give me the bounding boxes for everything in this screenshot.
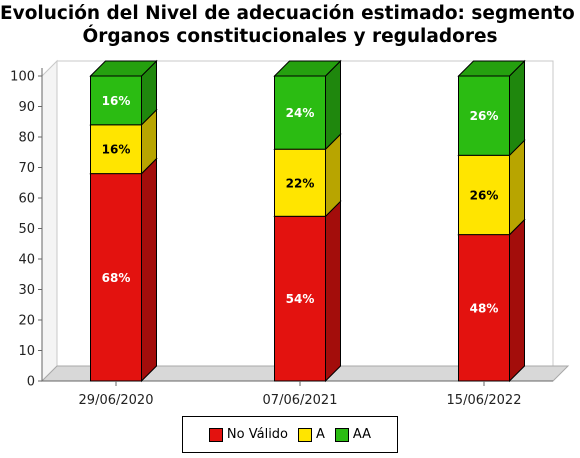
bar-data-label: 48% xyxy=(470,301,499,315)
bar-data-label: 68% xyxy=(102,271,131,285)
bar-segment xyxy=(90,124,142,175)
chart-legend: No Válido A AA xyxy=(182,416,398,453)
chart-title: Evolución del Nivel de adecuación estima… xyxy=(0,2,580,48)
bar-segment xyxy=(274,215,326,382)
bar-data-label: 26% xyxy=(470,109,499,123)
y-tick-label: 20 xyxy=(18,314,35,329)
chart-title-line-1: Evolución del Nivel de adecuación estima… xyxy=(0,3,580,24)
bar-segment xyxy=(274,75,326,150)
legend-swatch-a xyxy=(298,427,313,442)
legend-item-no-valido: No Válido xyxy=(208,427,289,442)
bar-data-label: 24% xyxy=(286,106,315,120)
y-tick-label: 70 xyxy=(18,161,35,176)
bar-segment-side xyxy=(509,139,525,236)
legend-swatch-aa xyxy=(334,427,349,442)
bar-segment xyxy=(90,75,142,126)
bar-segment-side xyxy=(325,200,341,383)
bar-segment xyxy=(458,154,510,236)
y-tick-label: 30 xyxy=(18,283,35,298)
legend-item-aa: AA xyxy=(334,427,372,442)
bar-data-label: 54% xyxy=(286,292,315,306)
y-tick-label: 100 xyxy=(10,70,35,85)
bar-data-label: 16% xyxy=(102,94,131,108)
y-tick-label: 10 xyxy=(18,344,35,359)
x-tick-label: 29/06/2020 xyxy=(79,393,154,408)
bar-data-label: 22% xyxy=(286,176,315,190)
x-tick-label: 07/06/2021 xyxy=(263,393,338,408)
legend-item-a: A xyxy=(298,427,325,442)
chart-title-line-2: Órganos constitucionales y reguladores xyxy=(82,26,498,47)
bar-data-label: 16% xyxy=(102,143,131,157)
y-tick-label: 80 xyxy=(18,131,35,146)
side-wall xyxy=(41,59,58,383)
bar-segment xyxy=(458,234,510,382)
y-tick-label: 40 xyxy=(18,253,35,268)
bar-segment-side xyxy=(141,157,157,383)
y-tick-label: 90 xyxy=(18,100,35,115)
y-tick-label: 0 xyxy=(27,375,35,390)
bar-data-label: 26% xyxy=(470,188,499,202)
legend-label-aa: AA xyxy=(352,427,372,442)
x-tick-label: 15/06/2022 xyxy=(447,393,522,408)
bar-segment-side xyxy=(509,218,525,383)
legend-label-no-valido: No Válido xyxy=(226,427,289,442)
bar-segment xyxy=(458,75,510,156)
bar-segment xyxy=(274,148,326,217)
legend-swatch-no-valido xyxy=(208,427,223,442)
legend-label-a: A xyxy=(316,427,325,442)
y-tick-label: 60 xyxy=(18,192,35,207)
bar-segment-side xyxy=(509,59,525,157)
y-tick-label: 50 xyxy=(18,222,35,237)
